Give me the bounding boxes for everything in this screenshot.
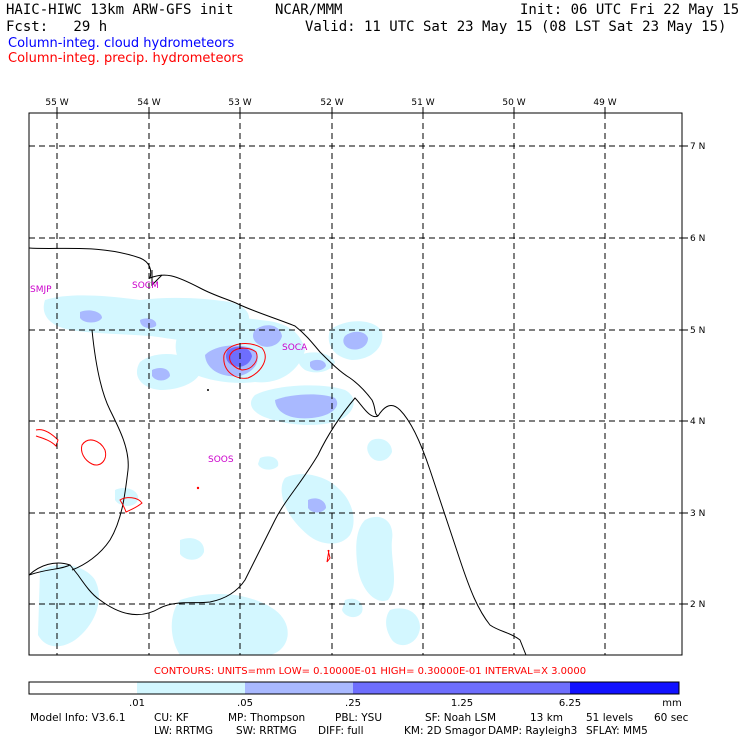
colorbar bbox=[28, 681, 680, 695]
lon-label: 53 W bbox=[228, 98, 251, 108]
cloud-fill-layer bbox=[38, 295, 420, 655]
model-sflay: SFLAY: MM5 bbox=[586, 725, 648, 737]
station-label-socm: SOCM bbox=[132, 281, 159, 291]
map-frame bbox=[28, 112, 683, 656]
station-label-soca: SOCA bbox=[282, 343, 308, 353]
model-km: KM: 2D Smagor bbox=[404, 725, 486, 737]
lat-lon-grid bbox=[29, 113, 682, 655]
colorbar-tick: 6.25 bbox=[559, 698, 581, 709]
model-sf: SF: Noah LSM bbox=[425, 712, 497, 724]
station-label-soos: SOOS bbox=[208, 455, 234, 465]
model-pbl: PBL: YSU bbox=[335, 712, 383, 724]
lon-label: 51 W bbox=[411, 98, 434, 108]
axis-ticks bbox=[56, 107, 688, 605]
cloud-legend-label: Column-integ. cloud hydrometeors bbox=[8, 36, 235, 51]
precip-legend-label: Column-integ. precip. hydrometeors bbox=[8, 51, 244, 66]
forecast-hour: Fcst: 29 h bbox=[6, 19, 108, 35]
contours-info: CONTOURS: UNITS=mm LOW= 0.10000E-01 HIGH… bbox=[153, 666, 587, 677]
model-resolution: 13 km bbox=[530, 712, 564, 724]
model-sw: SW: RRTMG bbox=[236, 725, 297, 737]
colorbar-tick: .25 bbox=[345, 698, 361, 709]
lon-label: 55 W bbox=[45, 98, 68, 108]
model-timestep: 60 sec bbox=[654, 712, 689, 724]
model-damp: DAMP: Rayleigh3 bbox=[488, 725, 578, 737]
lat-label: 3 N bbox=[690, 509, 705, 519]
model-mp: MP: Thompson bbox=[228, 712, 306, 724]
colorbar-tick: 1.25 bbox=[451, 698, 473, 709]
model-lw: LW: RRTMG bbox=[154, 725, 213, 737]
lat-label: 6 N bbox=[690, 234, 705, 244]
valid-time: Valid: 11 UTC Sat 23 May 15 (08 LST Sat … bbox=[305, 19, 727, 35]
station-marker bbox=[207, 389, 209, 391]
lon-label: 50 W bbox=[502, 98, 525, 108]
lon-label: 52 W bbox=[320, 98, 343, 108]
model-cu: CU: KF bbox=[154, 712, 189, 724]
model-diff: DIFF: full bbox=[318, 725, 364, 737]
lat-label: 5 N bbox=[690, 326, 705, 336]
model-version: Model Info: V3.6.1 bbox=[30, 712, 126, 724]
station-label-smjp: SMJP bbox=[30, 285, 52, 295]
organization-label: NCAR/MMM bbox=[275, 2, 343, 18]
lat-label: 4 N bbox=[690, 417, 705, 427]
station-marker bbox=[196, 486, 200, 490]
colorbar-tick: .01 bbox=[129, 698, 145, 709]
lon-label: 49 W bbox=[593, 98, 616, 108]
lon-label: 54 W bbox=[137, 98, 160, 108]
colorbar-tick: .05 bbox=[237, 698, 253, 709]
model-levels: 51 levels bbox=[586, 712, 634, 724]
map-title: HAIC-HIWC 13km ARW-GFS init bbox=[6, 2, 234, 18]
colorbar-units: mm bbox=[662, 698, 681, 709]
init-time: Init: 06 UTC Fri 22 May 15 bbox=[520, 2, 740, 18]
lat-label: 7 N bbox=[690, 142, 705, 152]
coastline-layer bbox=[29, 247, 527, 655]
lat-label: 2 N bbox=[690, 600, 705, 610]
